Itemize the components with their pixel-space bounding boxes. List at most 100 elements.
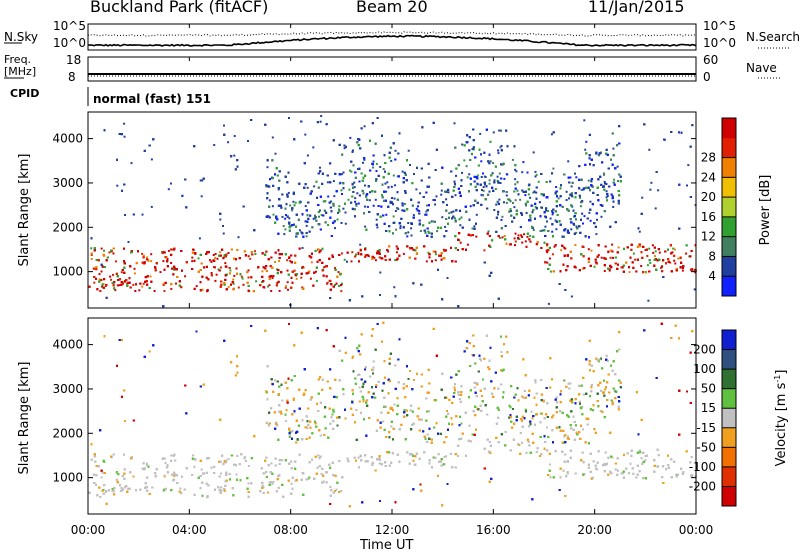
scatter-cell [603, 180, 606, 183]
scatter-cell [404, 232, 407, 235]
scatter-cell [420, 179, 423, 182]
scatter-cell [501, 236, 504, 239]
scatter-cell [120, 271, 123, 274]
scatter-cell [593, 222, 596, 224]
scatter-cell [377, 205, 380, 207]
scatter-cell [329, 206, 332, 209]
scatter-cell [307, 271, 310, 274]
scatter-cell [693, 288, 696, 291]
scatter-cell [581, 212, 584, 215]
scatter-cell [545, 207, 548, 210]
scatter-cell [549, 217, 552, 220]
scatter-cell [133, 272, 136, 275]
scatter-cell [636, 245, 639, 248]
scatter-cell [488, 179, 491, 182]
scatter-cell [343, 144, 346, 147]
scatter-cell [340, 189, 343, 192]
scatter-cell [596, 194, 599, 196]
scatter-cell [153, 290, 156, 292]
scatter-cell [282, 225, 285, 227]
scatter-cell [599, 204, 602, 206]
scatter-cell [321, 172, 324, 175]
scatter-cell [432, 199, 435, 201]
scatter-cell [656, 259, 659, 262]
scatter-cell [535, 186, 538, 189]
scatter-cell [219, 285, 222, 288]
scatter-cell [505, 201, 508, 204]
scatter-cell [435, 195, 438, 198]
scatter-cell [150, 158, 153, 161]
scatter-cell [223, 283, 226, 286]
scatter-cell [651, 244, 654, 247]
scatter-cell [613, 183, 616, 186]
scatter-cell [631, 261, 634, 264]
scatter-cell [480, 160, 483, 163]
scatter-cell [334, 227, 336, 230]
scatter-cell [115, 260, 117, 263]
scatter-cell [671, 251, 674, 254]
scatter-cell [524, 240, 527, 243]
scatter-cell [421, 126, 424, 129]
scatter-cell [150, 253, 153, 256]
scatter-cell [310, 261, 313, 264]
scatter-cell [318, 215, 320, 218]
scatter-cell [570, 185, 573, 188]
scatter-cell [480, 176, 483, 178]
scatter-cell [441, 166, 444, 169]
scatter-cell [570, 295, 573, 298]
scatter-cell [459, 224, 462, 227]
scatter-cell [363, 158, 366, 161]
scatter-cell [218, 269, 221, 272]
scatter-cell [379, 166, 382, 168]
scatter-cell [90, 253, 93, 256]
scatter-cell [417, 205, 419, 208]
scatter-cell [552, 167, 555, 170]
scatter-cell [451, 217, 454, 220]
scatter-cell [334, 267, 336, 270]
scatter-cell [340, 222, 343, 224]
scatter-cell [110, 278, 113, 281]
scatter-cell [312, 217, 315, 220]
scatter-cell [578, 165, 581, 168]
scatter-cell [295, 277, 298, 280]
scatter-cell [514, 187, 517, 190]
scatter-cell [277, 280, 280, 283]
scatter-cell [461, 143, 464, 146]
scatter-cell [124, 280, 126, 283]
scatter-cell [268, 278, 271, 280]
scatter-cell [373, 256, 376, 259]
scatter-cell [466, 243, 469, 246]
scatter-cell [288, 222, 291, 225]
scatter-cell [459, 241, 462, 244]
scatter-cell [562, 263, 565, 266]
scatter-cell [570, 192, 573, 195]
scatter-cell [356, 192, 359, 195]
scatter-cell [612, 256, 614, 259]
scatter-cell [288, 256, 291, 259]
scatter-cell [505, 173, 508, 176]
power-scatter [88, 115, 697, 308]
scatter-cell [406, 235, 409, 238]
scatter-cell [200, 195, 203, 198]
scatter-cell [286, 269, 289, 272]
scatter-cell [223, 124, 225, 127]
scatter-cell [685, 252, 688, 255]
scatter-cell [154, 269, 157, 272]
scatter-cell [600, 256, 603, 259]
scatter-cell [691, 124, 694, 127]
scatter-cell [366, 205, 369, 208]
scatter-cell [601, 161, 604, 164]
scatter-cell [322, 200, 325, 203]
scatter-cell [369, 191, 371, 194]
scatter-cell [332, 139, 335, 142]
scatter-cell [415, 207, 418, 210]
scatter-cell [170, 283, 173, 286]
scatter-cell [532, 229, 535, 231]
scatter-cell [181, 194, 184, 197]
scatter-cell [582, 255, 585, 258]
scatter-cell [445, 198, 448, 201]
scatter-cell [359, 249, 362, 252]
scatter-cell [529, 196, 532, 199]
scatter-cell [350, 170, 353, 173]
scatter-cell [135, 283, 137, 286]
